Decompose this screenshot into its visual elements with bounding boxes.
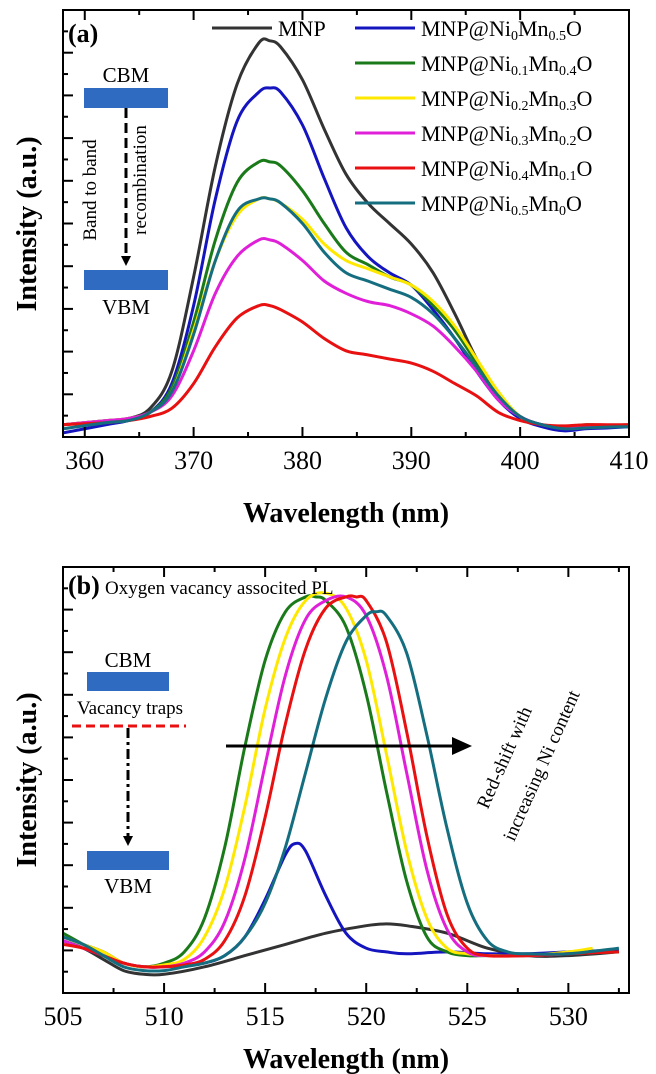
inset-a-arrow-text-2: recombination <box>130 125 151 235</box>
panel-a-y-ticks <box>63 30 73 417</box>
panel-b-x-tick-label: 515 <box>246 1002 285 1031</box>
panel-b-x-tick-label: 525 <box>448 1002 487 1031</box>
panel-a-label: (a) <box>68 19 98 48</box>
panel-a-x-tick-label: 410 <box>610 446 649 475</box>
panel-a-legend: MNP MNP@Ni0Mn0.5O MNP@Ni0.1Mn0.4O MNP@Ni0.2… <box>212 16 592 219</box>
inset-a-vbm-label: VBM <box>102 295 150 319</box>
inset-b-vbm-label: VBM <box>104 874 152 898</box>
panel-b-y-ticks <box>63 587 73 973</box>
panel-a-inset: CBM Band to band recombination VBM <box>80 63 168 319</box>
legend-label-mnp-ni0-2mn0-3o: MNP@Ni0.2Mn0.3O <box>421 86 592 114</box>
panel-a-series-mnp-ni0-4mn0-1o <box>63 303 629 428</box>
panel-a-series-mnp-ni0-3mn0-2o <box>63 237 629 429</box>
panel-a-x-axis-title: Wavelength (nm) <box>243 498 449 529</box>
panel-a-series-mnp-ni0-5mn0o <box>63 196 629 431</box>
panel-b-series-mnp <box>63 922 620 977</box>
inset-b-vbm-bar <box>87 851 169 870</box>
panel-a-x-tick-label: 390 <box>392 446 431 475</box>
panel-a-x-tick-label: 400 <box>501 446 540 475</box>
inset-a-cbm-label: CBM <box>103 63 150 87</box>
panel-b-series-mnp-ni0-4mn0-1o <box>63 594 619 969</box>
panel-a-x-tick-label: 370 <box>174 446 213 475</box>
legend-label-mnp: MNP <box>278 16 326 41</box>
panel-b-x-tick-label: 505 <box>44 1002 83 1031</box>
panel-b-series-mnp-ni0-5mn0o <box>63 609 620 973</box>
inset-a-arrow-text-1: Band to band <box>80 139 101 241</box>
legend-label-mnp-ni0mn0-5o: MNP@Ni0Mn0.5O <box>421 16 582 44</box>
legend-label-mnp-ni0-5mn0o: MNP@Ni0.5Mn0O <box>421 191 582 219</box>
panel-b-x-tick-label: 530 <box>549 1002 588 1031</box>
panel-a-x-tick-label: 360 <box>65 446 104 475</box>
panel-a-plot-area <box>63 37 629 435</box>
panel-a-x-tick-label: 380 <box>283 446 322 475</box>
legend-label-mnp-ni0-4mn0-1o: MNP@Ni0.4Mn0.1O <box>421 156 592 184</box>
panel-b-annotation: Oxygen vacancy associted PL <box>105 578 333 599</box>
inset-b-traps-label: Vacancy traps <box>77 698 183 719</box>
panel-b-y-axis-title: Intensity (a.u.) <box>12 692 43 867</box>
inset-a-cbm-bar <box>84 88 168 108</box>
panel-b: 505 510 515 520 525 530 (b) Oxygen vacancy as… <box>12 566 630 1074</box>
legend-label-mnp-ni0-3mn0-2o: MNP@Ni0.3Mn0.2O <box>421 121 592 149</box>
inset-b-cbm-label: CBM <box>105 648 152 672</box>
panel-b-x-tick-label: 510 <box>145 1002 184 1031</box>
panel-a-x-ticks: 360 370 380 390 400 410 <box>65 10 649 475</box>
panel-b-inset: CBM Vacancy traps VBM <box>72 648 186 898</box>
panel-b-label: (b) <box>68 571 100 600</box>
panel-a-y-axis-title: Intensity (a.u.) <box>12 136 43 311</box>
inset-b-cbm-bar <box>87 672 169 691</box>
legend-label-mnp-ni0-1mn0-4o: MNP@Ni0.1Mn0.4O <box>421 51 592 79</box>
panel-a: 360 370 380 390 400 410 (a) Wavelength (nm) I… <box>12 9 649 529</box>
panel-b-x-tick-label: 520 <box>347 1002 386 1031</box>
inset-a-vbm-bar <box>84 270 168 290</box>
panel-b-plot-area <box>63 591 620 977</box>
panel-b-x-axis-title: Wavelength (nm) <box>243 1044 449 1074</box>
panel-b-x-ticks: 505 510 515 520 525 530 <box>44 567 620 1031</box>
